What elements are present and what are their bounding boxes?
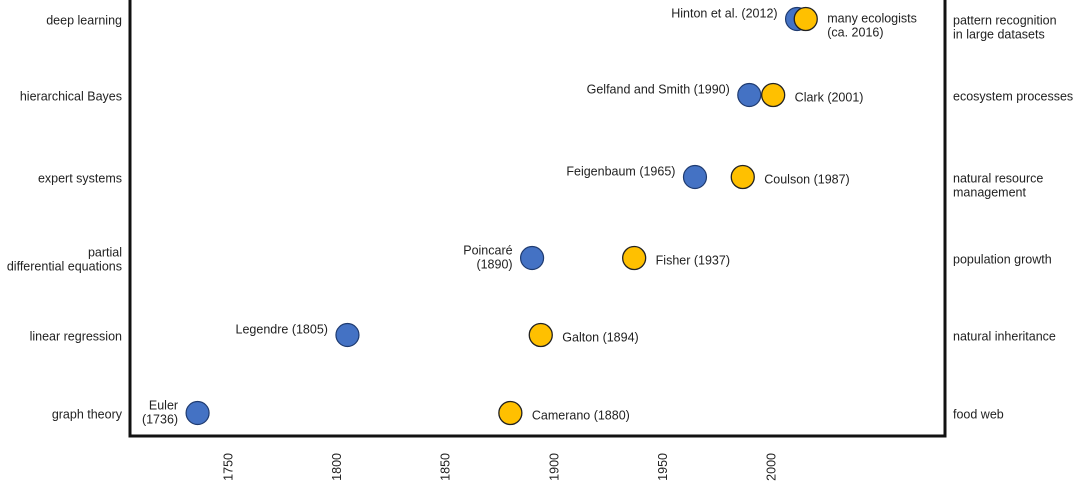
method-label: graph theory (52, 408, 123, 422)
ecology-point-label-line: Coulson (1987) (764, 173, 849, 187)
x-tick-label: 1850 (439, 453, 453, 481)
application-label: population growth (953, 253, 1052, 267)
method-point-label-line: Euler (149, 399, 178, 413)
method-label-line: deep learning (46, 14, 122, 28)
x-tick-label: 1750 (222, 453, 236, 481)
application-label-line: in large datasets (953, 28, 1045, 42)
ecology-point (528, 322, 553, 348)
ecology-point (761, 82, 786, 108)
ecology-point-label-line: Galton (1894) (562, 331, 638, 345)
method-point-label-line: Poincaré (463, 244, 512, 258)
ecology-point-label-line: many ecologists (827, 12, 917, 26)
method-label-line: graph theory (52, 408, 123, 422)
method-label-line: linear regression (30, 330, 122, 344)
ecology-point-label: Galton (1894) (562, 331, 638, 345)
application-labels: food web natural inheritance population gr… (953, 14, 1073, 422)
method-point-label: Poincaré (1890) (463, 244, 512, 272)
method-point-label: Hinton et al. (2012) (671, 7, 777, 21)
application-label: food web (953, 408, 1004, 422)
ecology-point-label: Clark (2001) (795, 91, 864, 105)
method-point (682, 164, 708, 190)
method-point-label: Legendre (1805) (236, 323, 328, 337)
method-point (185, 400, 210, 426)
ecology-point (622, 245, 647, 271)
application-label: natural inheritance (953, 330, 1056, 344)
application-label-line: ecosystem processes (953, 90, 1073, 104)
method-point-label-line: Gelfand and Smith (1990) (587, 83, 730, 97)
application-label-line: pattern recognition (953, 14, 1057, 28)
x-tick-label: 1950 (656, 453, 670, 481)
data-points (185, 6, 818, 426)
x-tick-label: 2000 (765, 453, 779, 481)
method-point (335, 322, 360, 348)
application-label-line: food web (953, 408, 1004, 422)
application-label-line: population growth (953, 253, 1052, 267)
ecology-point-label-line: Fisher (1937) (656, 254, 730, 268)
method-label-line: expert systems (38, 172, 122, 186)
method-point-label: Feigenbaum (1965) (566, 165, 675, 179)
ecology-point-label-line: Clark (2001) (795, 91, 864, 105)
method-point-label-line: (1890) (476, 258, 512, 272)
ecology-point (793, 6, 818, 32)
application-label: pattern recognition in large datasets (953, 14, 1057, 42)
x-tick-label: 1900 (547, 453, 561, 481)
method-point (737, 82, 762, 108)
method-label-line: partial (88, 246, 122, 260)
application-label-line: management (953, 186, 1026, 200)
ecology-point (498, 400, 523, 426)
x-ticks: 1750 1800 1850 1900 1950 2000 (222, 453, 779, 481)
method-label-line: differential equations (7, 260, 122, 274)
method-labels: graph theory linear regression partial diff… (7, 14, 123, 422)
ecology-point-label: Fisher (1937) (656, 254, 730, 268)
method-label: linear regression (30, 330, 122, 344)
ecology-point-label: Coulson (1987) (764, 173, 849, 187)
method-point-label-line: (1736) (142, 413, 178, 427)
ecology-point-label-line: Camerano (1880) (532, 409, 630, 423)
x-tick-label: 1800 (330, 453, 344, 481)
application-label-line: natural inheritance (953, 330, 1056, 344)
ecology-point-label-line: (ca. 2016) (827, 26, 883, 40)
method-point-label-line: Legendre (1805) (236, 323, 328, 337)
method-label: partial differential equations (7, 246, 122, 274)
application-label-line: natural resource (953, 172, 1043, 186)
point-labels: Euler (1736) Legendre (1805) Poincaré (1890)… (142, 7, 917, 427)
method-label: hierarchical Bayes (20, 90, 122, 104)
ecology-point (730, 164, 755, 190)
axes (128, 0, 947, 438)
method-label: deep learning (46, 14, 122, 28)
method-label-line: hierarchical Bayes (20, 90, 122, 104)
method-label: expert systems (38, 172, 122, 186)
application-label: natural resource management (953, 172, 1043, 200)
method-point-label-line: Feigenbaum (1965) (566, 165, 675, 179)
method-point-label-line: Hinton et al. (2012) (671, 7, 777, 21)
ecology-point-label: many ecologists (ca. 2016) (827, 12, 917, 40)
method-point-label: Gelfand and Smith (1990) (587, 83, 730, 97)
method-point-label: Euler (1736) (142, 399, 178, 427)
method-point (519, 245, 545, 271)
ecology-point-label: Camerano (1880) (532, 409, 630, 423)
application-label: ecosystem processes (953, 90, 1073, 104)
